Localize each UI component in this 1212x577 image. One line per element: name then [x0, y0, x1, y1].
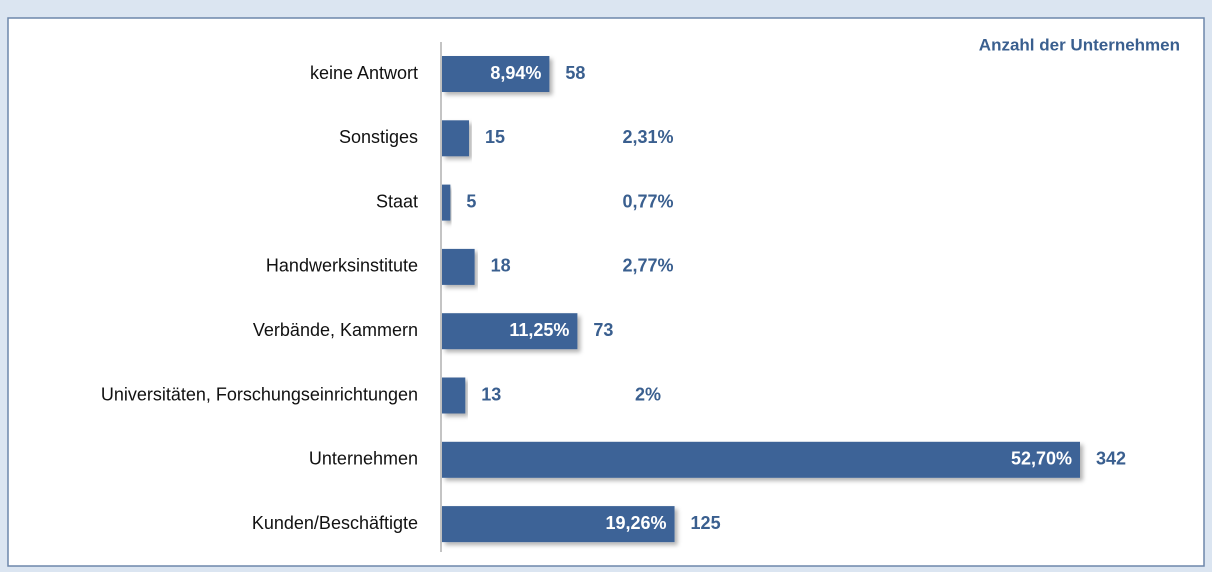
value-label: 58 — [565, 63, 585, 83]
bar — [442, 506, 675, 543]
bar — [442, 248, 475, 285]
bar — [442, 313, 578, 350]
percent-label: 52,70% — [1011, 449, 1072, 469]
category-label: Universitäten, Forschungseinrichtungen — [101, 384, 418, 404]
chart-title: Anzahl der Unternehmen — [979, 35, 1180, 54]
percent-label: 2,77% — [622, 256, 673, 276]
value-label: 73 — [593, 320, 613, 340]
panel — [7, 17, 1205, 567]
bar — [442, 56, 550, 92]
value-label: 13 — [481, 384, 501, 404]
value-label: 342 — [1096, 449, 1126, 469]
category-label: Kunden/Beschäftigte — [252, 513, 418, 533]
percent-label: 0,77% — [622, 191, 673, 211]
value-label: 15 — [485, 127, 505, 147]
bar — [442, 377, 466, 414]
category-label: Verbände, Kammern — [253, 320, 418, 340]
value-label: 5 — [466, 191, 476, 211]
category-label: Unternehmen — [309, 449, 418, 469]
percent-label: 19,26% — [605, 513, 666, 533]
category-label: keine Antwort — [310, 63, 418, 83]
value-label: 125 — [691, 513, 721, 533]
category-label: Sonstiges — [339, 127, 418, 147]
percent-label: 8,94% — [490, 63, 541, 83]
category-label: Staat — [376, 191, 418, 211]
percent-label: 2% — [635, 384, 661, 404]
percent-label: 2,31% — [622, 127, 673, 147]
bar — [442, 184, 451, 221]
value-label: 18 — [491, 256, 511, 276]
category-label: Handwerksinstitute — [266, 256, 418, 276]
bar — [442, 120, 470, 157]
bar — [442, 441, 1080, 478]
percent-label: 11,25% — [509, 320, 569, 340]
